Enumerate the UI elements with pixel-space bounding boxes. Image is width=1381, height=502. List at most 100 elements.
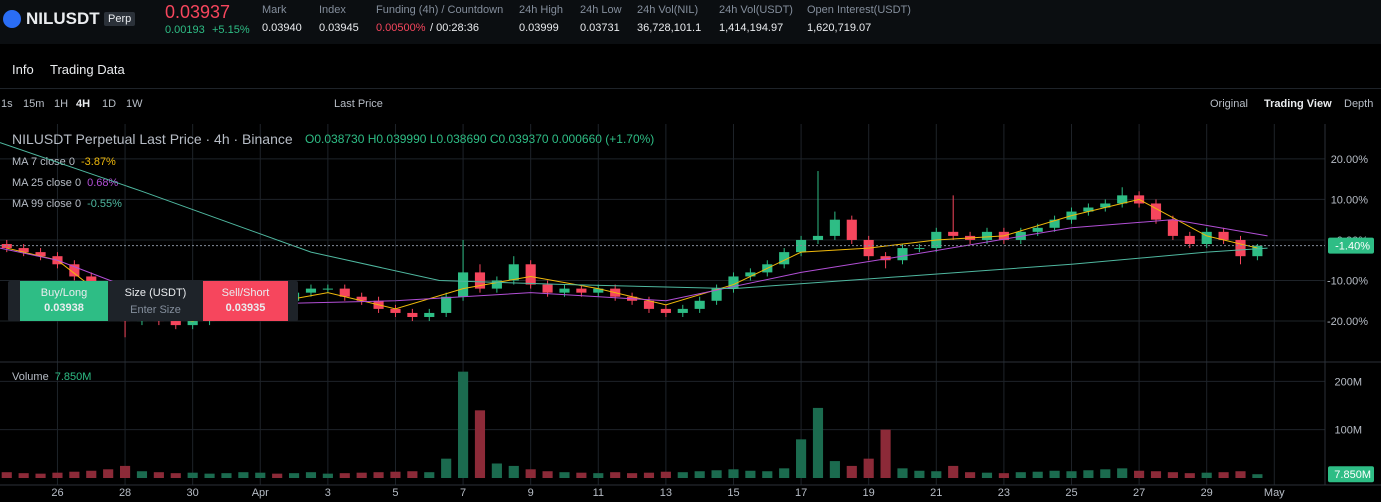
buy-button[interactable]: Buy/Long 0.03938 bbox=[20, 281, 108, 321]
candle-body bbox=[1150, 203, 1162, 220]
view[interactable]: Depth bbox=[1344, 98, 1374, 110]
volume-bar bbox=[694, 471, 705, 478]
interval[interactable]: 1W bbox=[126, 98, 143, 110]
candle-body bbox=[390, 308, 401, 313]
candle-body bbox=[458, 272, 469, 297]
volume-bar bbox=[610, 472, 621, 478]
stat-label: 24h High bbox=[519, 4, 564, 16]
volume-tag bbox=[1328, 466, 1374, 483]
symbol[interactable]: NILUSDT bbox=[26, 9, 100, 28]
y-tick-label: 10.00% bbox=[1331, 194, 1369, 206]
x-tick-label: 26 bbox=[51, 487, 63, 499]
candle-body bbox=[897, 248, 908, 261]
tab[interactable]: Info bbox=[12, 62, 34, 77]
candle-body bbox=[643, 300, 655, 309]
candle-body bbox=[660, 308, 671, 313]
x-tick-label: May bbox=[1264, 487, 1285, 499]
volume-bar bbox=[103, 469, 114, 478]
stat-label: Mark bbox=[262, 4, 287, 16]
volume-bar bbox=[119, 465, 131, 478]
volume-bar bbox=[1083, 470, 1094, 478]
volume-bar bbox=[880, 429, 891, 478]
y-tick-label: 20.00% bbox=[1331, 154, 1369, 166]
chart-title: NILUSDT Perpetual Last Price · 4h · Bina… bbox=[12, 131, 293, 147]
x-tick-label: 30 bbox=[187, 487, 199, 499]
volume-bar bbox=[238, 472, 249, 478]
volume-bar bbox=[677, 472, 688, 478]
ohlc: O0.038730 H0.039990 L0.038690 C0.039370 … bbox=[305, 132, 654, 146]
volume-bar bbox=[508, 465, 519, 478]
interval[interactable]: 15m bbox=[23, 98, 45, 110]
volume-bar bbox=[812, 407, 824, 478]
divider bbox=[0, 88, 1381, 89]
volume-bar bbox=[981, 472, 993, 478]
stat-value: 36,728,101.1 bbox=[637, 22, 702, 34]
volume-bar bbox=[35, 473, 46, 478]
volume-bar bbox=[1252, 474, 1263, 478]
candle-body bbox=[322, 288, 333, 290]
volume-bar bbox=[221, 473, 232, 478]
candle-body bbox=[187, 321, 198, 326]
candle-body bbox=[914, 248, 925, 250]
x-tick-label: 13 bbox=[660, 487, 672, 499]
stat-label: Index bbox=[319, 4, 346, 16]
stat-label: 24h Vol(NIL) bbox=[637, 4, 699, 16]
stat-value: 1,414,194.97 bbox=[719, 22, 784, 34]
view[interactable]: Trading View bbox=[1264, 98, 1332, 110]
x-tick-label: 29 bbox=[1201, 487, 1213, 499]
volume-bar bbox=[1184, 473, 1195, 478]
volume-bar bbox=[542, 471, 553, 478]
candle-body bbox=[69, 264, 80, 277]
interval[interactable]: 1D bbox=[102, 98, 117, 110]
candle-body bbox=[981, 231, 993, 240]
candle-body bbox=[711, 288, 722, 301]
change: 0.00193 bbox=[165, 24, 205, 36]
ma-line bbox=[0, 142, 1268, 290]
stat-extra: / 00:28:36 bbox=[430, 22, 479, 34]
volume-tag-label: 7.850M bbox=[1334, 469, 1371, 481]
volume-bar bbox=[863, 458, 874, 478]
volume-bar bbox=[1218, 472, 1229, 478]
size-input[interactable]: Enter Size bbox=[130, 304, 181, 316]
interval[interactable]: 4H bbox=[76, 98, 91, 110]
x-tick-label: 28 bbox=[119, 487, 131, 499]
x-tick-label: 17 bbox=[795, 487, 807, 499]
tab[interactable]: Trading Data bbox=[50, 62, 125, 77]
last-price: 0.03937 bbox=[165, 2, 231, 22]
x-tick-label: 19 bbox=[863, 487, 875, 499]
stat-label: 24h Vol(USDT) bbox=[719, 4, 793, 16]
x-tick-label: 9 bbox=[528, 487, 534, 499]
x-tick-label: 7 bbox=[460, 487, 466, 499]
ma-legend-value: -0.55% bbox=[87, 198, 122, 210]
size-label: Size (USDT) bbox=[124, 287, 187, 299]
candle-body bbox=[694, 300, 705, 309]
volume-bar bbox=[474, 410, 486, 478]
v-tick-label: 100M bbox=[1334, 425, 1362, 437]
sell-button[interactable]: Sell/Short 0.03935 bbox=[203, 281, 288, 321]
candle-body bbox=[1218, 231, 1229, 240]
x-tick-label: 5 bbox=[392, 487, 398, 499]
volume-bar bbox=[931, 471, 942, 478]
interval[interactable]: 1s bbox=[1, 98, 13, 110]
stat-value: 0.03731 bbox=[580, 22, 620, 34]
volume-title: Volume bbox=[12, 371, 49, 383]
volume-bar bbox=[255, 472, 266, 478]
volume-bar bbox=[322, 473, 333, 478]
ma-legend-value: -3.87% bbox=[81, 156, 116, 168]
interval[interactable]: 1H bbox=[54, 98, 69, 110]
stat-value: 0.03999 bbox=[519, 22, 559, 34]
view[interactable]: Original bbox=[1210, 98, 1248, 110]
candle-body bbox=[1235, 239, 1246, 257]
volume-bar bbox=[1015, 472, 1026, 478]
candle-body bbox=[559, 288, 570, 293]
candle-body bbox=[508, 264, 519, 281]
volume-bar bbox=[441, 458, 452, 478]
candle-body bbox=[745, 272, 756, 277]
price-type[interactable]: Last Price bbox=[334, 98, 383, 110]
volume-bar bbox=[1049, 470, 1060, 478]
volume-bar bbox=[69, 471, 80, 478]
candle-body bbox=[170, 321, 181, 326]
volume-bar bbox=[576, 472, 587, 478]
candle-body bbox=[812, 235, 824, 240]
